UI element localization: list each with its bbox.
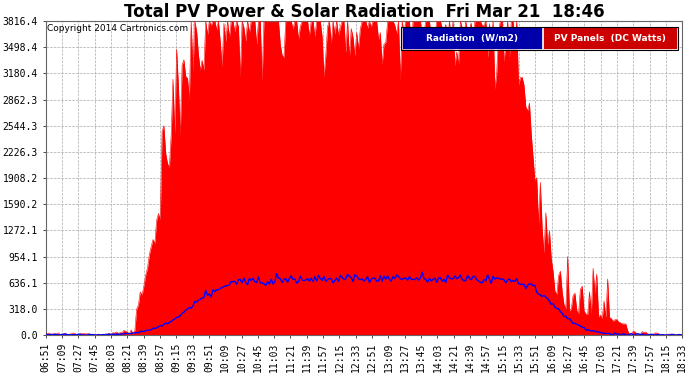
Text: Copyright 2014 Cartronics.com: Copyright 2014 Cartronics.com xyxy=(47,24,188,33)
Title: Total PV Power & Solar Radiation  Fri Mar 21  18:46: Total PV Power & Solar Radiation Fri Mar… xyxy=(124,3,604,21)
FancyBboxPatch shape xyxy=(544,27,677,49)
Text: Radiation  (W/m2): Radiation (W/m2) xyxy=(426,34,518,43)
Text: PV Panels  (DC Watts): PV Panels (DC Watts) xyxy=(554,34,667,43)
FancyBboxPatch shape xyxy=(402,27,542,49)
